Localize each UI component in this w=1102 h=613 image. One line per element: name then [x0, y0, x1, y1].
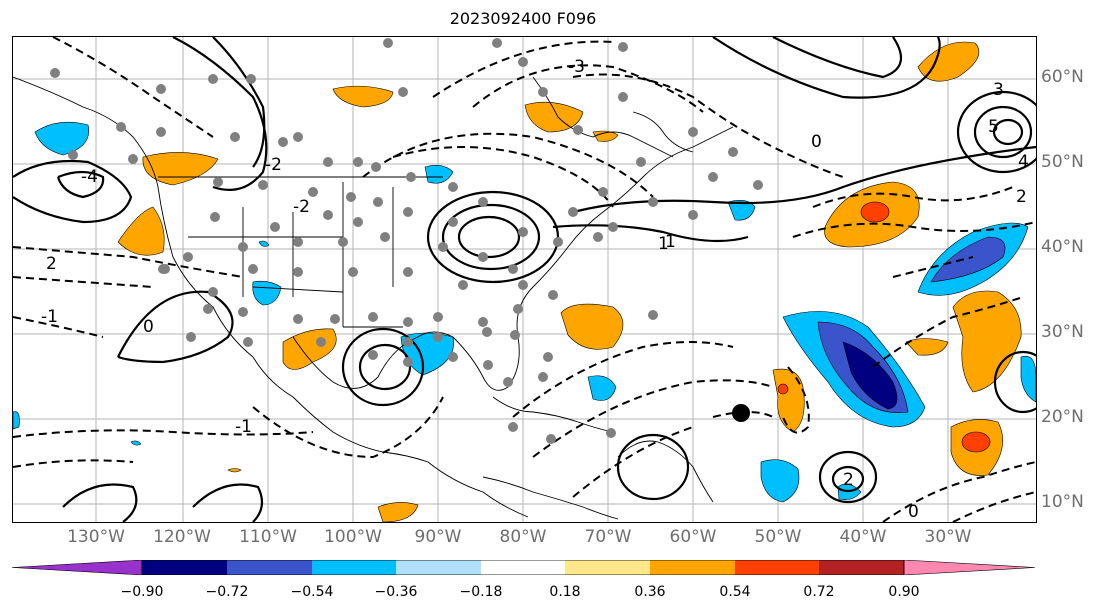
- contour-label: 3: [993, 80, 1004, 100]
- contour-label: 1: [665, 232, 676, 252]
- colorbar-tick: −0.72: [205, 584, 249, 600]
- storm-center-marker: [732, 404, 750, 422]
- lon-label: 110°W: [239, 527, 297, 547]
- colorbar-segment: [312, 560, 396, 575]
- contour-label: -1: [41, 307, 58, 327]
- colorbar-segment: [565, 560, 650, 575]
- colorbar-segment: [650, 560, 735, 575]
- positive-contours: [13, 37, 1036, 522]
- map-panel: 2 -1 0 -2 1 3 -3 5 4 -4 2 -1 0 1 2 -2 0: [12, 36, 1037, 523]
- contour-label-group: 2 -1 0 -2 1 3 -3 5 4 -4 2 -1 0 1 2 -2 0: [41, 57, 1029, 522]
- lon-label: 50°W: [754, 527, 802, 547]
- colorbar-tick: −0.54: [290, 584, 334, 600]
- colorbar-tick: −0.36: [374, 584, 418, 600]
- contour-label: 0: [811, 132, 822, 152]
- lon-label: 60°W: [669, 527, 717, 547]
- lon-label: 80°W: [499, 527, 547, 547]
- negative-contours: [13, 37, 1036, 522]
- colorbar-segment: [396, 560, 481, 575]
- lon-label: 90°W: [414, 527, 462, 547]
- contour-label: -3: [568, 57, 585, 77]
- contour-label: -2: [293, 197, 310, 217]
- lat-label: 60°N: [1041, 67, 1084, 87]
- colorbar-segment: [903, 560, 1035, 575]
- station-markers: [50, 38, 763, 444]
- lat-label: 20°N: [1041, 407, 1084, 427]
- contour-label: 0: [908, 502, 919, 522]
- colorbar-segment: [819, 560, 904, 575]
- colorbar-tick: 0.36: [634, 584, 666, 600]
- lat-label: 50°N: [1041, 152, 1084, 172]
- contour-label: 2: [1016, 187, 1027, 207]
- lon-label: 130°W: [67, 527, 125, 547]
- colorbar-tick: −0.18: [459, 584, 503, 600]
- lat-label: 40°N: [1041, 237, 1084, 257]
- colorbar-tick: 0.90: [888, 584, 920, 600]
- graticule: [13, 37, 1036, 522]
- contour-label: 2: [46, 254, 57, 274]
- colorbar: [12, 560, 1035, 575]
- colorbar-tick: 0.18: [549, 584, 581, 600]
- negative-anomaly-shading: [13, 121, 1036, 503]
- colorbar-segment: [735, 560, 819, 575]
- lon-label: 70°W: [584, 527, 632, 547]
- contour-label: -4: [81, 167, 98, 187]
- lat-label: 10°N: [1041, 492, 1084, 512]
- contour-label: 0: [143, 317, 154, 337]
- lon-label: 100°W: [324, 527, 382, 547]
- map-title: 2023092400 F096: [449, 9, 597, 28]
- colorbar-segment: [12, 560, 143, 575]
- contour-label: 2: [843, 470, 854, 490]
- contour-label: -1: [235, 417, 252, 437]
- colorbar-segment: [481, 560, 565, 575]
- lon-label: 120°W: [153, 527, 211, 547]
- contour-label: -2: [265, 155, 282, 175]
- lon-label: 30°W: [924, 527, 972, 547]
- colorbar-tick: −0.90: [120, 584, 164, 600]
- contour-label: 1: [658, 234, 669, 254]
- lat-label: 30°N: [1041, 322, 1084, 342]
- colorbar-segment: [142, 560, 227, 575]
- lon-label: 40°W: [839, 527, 887, 547]
- positive-anomaly-shading: [117, 41, 1022, 522]
- colorbar-segment: [227, 560, 312, 575]
- colorbar-tick: 0.72: [803, 584, 835, 600]
- contour-label: 4: [1018, 152, 1029, 172]
- contour-label: 5: [988, 117, 999, 137]
- coastlines: [13, 76, 734, 520]
- map-canvas: 2 -1 0 -2 1 3 -3 5 4 -4 2 -1 0 1 2 -2 0: [13, 37, 1036, 522]
- colorbar-tick: 0.54: [719, 584, 751, 600]
